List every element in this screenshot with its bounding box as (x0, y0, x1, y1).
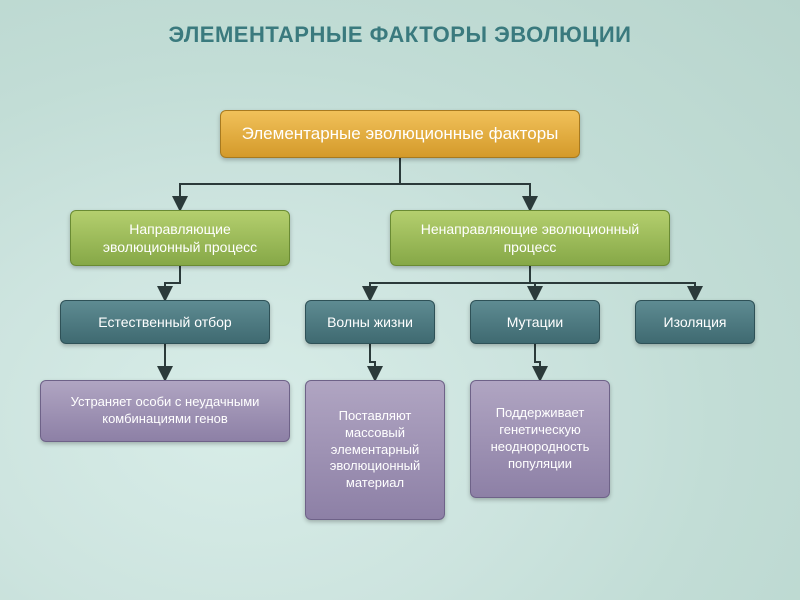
connector-root-cat_left (180, 158, 400, 208)
connector-root-cat_right (400, 158, 530, 208)
node-desc1: Устраняет особи с неудачными комбинациям… (40, 380, 290, 442)
node-root: Элементарные эволюционные факторы (220, 110, 580, 158)
page-title: ЭЛЕМЕНТАРНЫЕ ФАКТОРЫ ЭВОЛЮЦИИ (0, 0, 800, 48)
node-leaf4: Изоляция (635, 300, 755, 344)
node-leaf2: Волны жизни (305, 300, 435, 344)
connector-leaf3-desc3 (535, 344, 540, 378)
node-desc2: Поставляют массовый элементарный эволюци… (305, 380, 445, 520)
node-leaf3: Мутации (470, 300, 600, 344)
connector-cat_left-leaf1 (165, 266, 180, 298)
node-leaf1: Естественный отбор (60, 300, 270, 344)
connector-cat_right-leaf2 (370, 266, 530, 298)
connector-cat_right-leaf4 (530, 266, 695, 298)
node-cat_left: Направляющие эволюционный процесс (70, 210, 290, 266)
node-desc3: Поддерживает генетическую неоднородность… (470, 380, 610, 498)
connector-cat_right-leaf3 (530, 266, 535, 298)
connector-leaf2-desc2 (370, 344, 375, 378)
node-cat_right: Ненаправляющие эволюционный процесс (390, 210, 670, 266)
